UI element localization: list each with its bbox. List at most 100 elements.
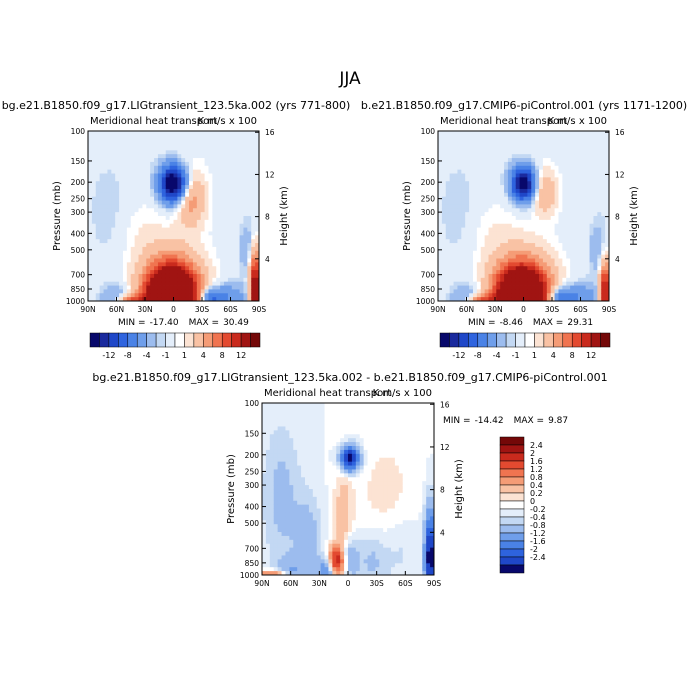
heatmap-cell [328, 524, 333, 529]
heatmap-cell [336, 422, 341, 427]
heatmap-cell [262, 418, 267, 423]
heatmap-cell [320, 438, 325, 443]
heatmap-cell [273, 414, 279, 420]
heatmap-cell [558, 281, 563, 286]
heatmap-cell [507, 196, 513, 201]
heatmap-cell [255, 258, 260, 263]
heatmap-cell [484, 262, 489, 267]
heatmap-cell [251, 246, 256, 252]
heatmap-cell [138, 150, 143, 155]
heatmap-cell [449, 239, 454, 244]
heatmap-cell [177, 258, 182, 263]
heatmap-cell [484, 216, 489, 221]
heatmap-cell [574, 243, 579, 248]
heatmap-cell [457, 289, 462, 294]
heatmap-cell [523, 200, 528, 205]
heatmap-cell [441, 243, 447, 248]
heatmap-cell [500, 262, 505, 267]
heatmap-cell [189, 158, 194, 163]
heatmap-cell [566, 200, 571, 205]
heatmap-cell [95, 200, 101, 205]
heatmap-cell [484, 243, 489, 248]
heatmap-cell [285, 469, 290, 474]
heatmap-cell [550, 204, 555, 209]
heatmap-cell [519, 223, 524, 228]
heatmap-cell [138, 239, 143, 244]
heatmap-cell [472, 266, 478, 271]
heatmap-cell [111, 192, 116, 198]
colorbar-swatch [250, 332, 261, 348]
heatmap-cell [469, 246, 474, 252]
heatmap-cell [235, 154, 240, 159]
heatmap-cell [150, 273, 155, 279]
heatmap-cell [577, 235, 583, 240]
heatmap-cell [332, 496, 337, 502]
heatmap-cell [441, 158, 447, 163]
heatmap-cell [227, 138, 233, 143]
colorbar-swatch [184, 332, 195, 348]
heatmap-cell [247, 185, 252, 190]
heatmap-cell [316, 563, 322, 568]
heatmap-cell [523, 235, 528, 240]
heatmap-cell [204, 231, 209, 236]
heatmap-cell [332, 469, 337, 474]
heatmap-cell [138, 212, 143, 217]
heatmap-cell [469, 200, 474, 205]
heatmap-cell [255, 204, 260, 209]
heatmap-cell [243, 239, 248, 244]
heatmap-cell [562, 258, 567, 263]
heatmap-cell [484, 169, 489, 174]
heatmap-cell [297, 469, 302, 474]
heatmap-cell [523, 223, 528, 228]
heatmap-cell [227, 196, 233, 201]
heatmap-cell [562, 208, 567, 213]
heatmap-cell [196, 181, 202, 186]
heatmap-cell [293, 485, 298, 490]
heatmap-cell [488, 246, 493, 252]
heatmap-cell [247, 204, 252, 209]
heatmap-cell [107, 277, 112, 283]
heatmap-cell [601, 273, 606, 279]
heatmap-cell [566, 196, 571, 201]
heatmap-cell [305, 551, 310, 556]
heatmap-cell [273, 532, 279, 537]
heatmap-cell [115, 258, 120, 263]
heatmap-cell [476, 227, 482, 232]
heatmap-cell [476, 161, 482, 167]
heatmap-cell [312, 418, 318, 423]
heatmap-cell [150, 185, 155, 190]
heatmap-cell [285, 477, 290, 482]
heatmap-cell [320, 500, 325, 506]
heatmap-cell [227, 150, 233, 155]
heatmap-cell [554, 134, 559, 140]
heatmap-cell [566, 208, 571, 213]
heatmap-cell [332, 453, 337, 459]
heatmap-cell [324, 504, 329, 509]
heatmap-cell [305, 516, 310, 521]
heatmap-cell [605, 134, 610, 140]
heatmap-cell [95, 235, 101, 240]
heatmap-cell [558, 173, 563, 178]
heatmap-cell [527, 254, 532, 259]
heatmap-cell [262, 473, 267, 478]
heatmap-cell [150, 165, 155, 171]
heatmap-cell [441, 138, 447, 143]
heatmap-cell [554, 266, 559, 271]
heatmap-cell [312, 547, 318, 552]
heatmap-cell [589, 158, 594, 163]
heatmap-cell [297, 543, 302, 549]
heatmap-cell [332, 410, 337, 416]
heatmap-cell [511, 177, 517, 182]
heatmap-cell [542, 173, 548, 178]
heatmap-cell [181, 188, 186, 194]
heatmap-cell [504, 216, 509, 221]
heatmap-cell [91, 250, 97, 256]
heatmap-cell [597, 219, 602, 225]
heatmap-cell [469, 216, 474, 221]
heatmap-cell [189, 173, 194, 178]
heatmap-cell [523, 212, 528, 217]
heatmap-cell [99, 188, 104, 194]
heatmap-cell [111, 131, 116, 136]
heatmap-cell [281, 504, 286, 509]
heatmap-cell [438, 142, 443, 147]
